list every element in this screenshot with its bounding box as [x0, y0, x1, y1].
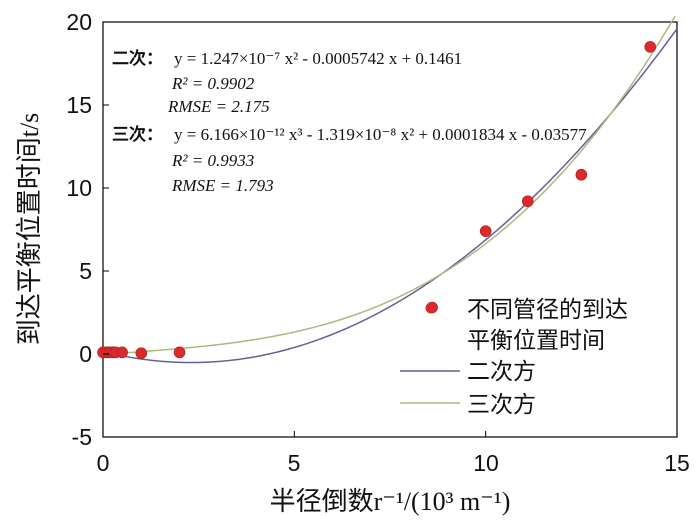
data-point	[173, 346, 186, 359]
x-tick-label: 5	[288, 450, 301, 476]
legend-points-label-line2: 平衡位置时间	[467, 328, 605, 354]
x-tick-label: 15	[664, 450, 690, 476]
legend-points-marker	[425, 302, 437, 314]
quadratic-r2: R² = 0.9902	[171, 74, 255, 93]
x-tick-label: 10	[473, 450, 499, 476]
quadratic-equation: y = 1.247×10⁻⁷ x² - 0.0005742 x + 0.1461	[174, 49, 462, 68]
legend: 不同管径的到达 平衡位置时间 二次方 三次方	[400, 297, 628, 418]
fit-curves	[102, 15, 678, 364]
quadratic-rmse: RMSE = 2.175	[167, 97, 270, 116]
cubic-prefix: 三次：	[112, 124, 163, 145]
legend-points-label-line1: 不同管径的到达	[467, 297, 628, 323]
data-point	[479, 225, 492, 237]
axis-ticks	[102, 21, 678, 438]
plot-area	[102, 21, 678, 438]
quadratic-fit-curve	[102, 28, 678, 364]
cubic-fit-curve	[102, 15, 676, 356]
y-tick-label: 5	[79, 258, 92, 284]
data-point	[575, 168, 588, 181]
y-axis-title: 到达平衡位置时间t/s	[15, 113, 44, 346]
y-tick-label: 15	[66, 92, 92, 118]
cubic-r2: R² = 0.9933	[171, 151, 254, 170]
y-tick-label: 20	[66, 9, 92, 35]
x-axis-title: 半径倒数r⁻¹/(10³ m⁻¹)	[270, 487, 511, 516]
data-point	[116, 346, 128, 359]
y-tick-label: -5	[72, 424, 92, 450]
data-point	[521, 195, 534, 208]
quadratic-prefix: 二次：	[112, 48, 163, 69]
data-point	[135, 347, 148, 359]
legend-quadratic-label: 二次方	[467, 359, 536, 385]
y-tick-label: 10	[66, 175, 92, 201]
cubic-equation: y = 6.166×10⁻¹² x³ - 1.319×10⁻⁸ x² + 0.0…	[174, 125, 587, 144]
data-point	[644, 41, 657, 53]
cubic-rmse: RMSE = 1.793	[171, 176, 274, 195]
y-tick-label: 0	[79, 341, 92, 367]
x-tick-label: 0	[97, 450, 110, 476]
legend-cubic-label: 三次方	[467, 392, 536, 418]
